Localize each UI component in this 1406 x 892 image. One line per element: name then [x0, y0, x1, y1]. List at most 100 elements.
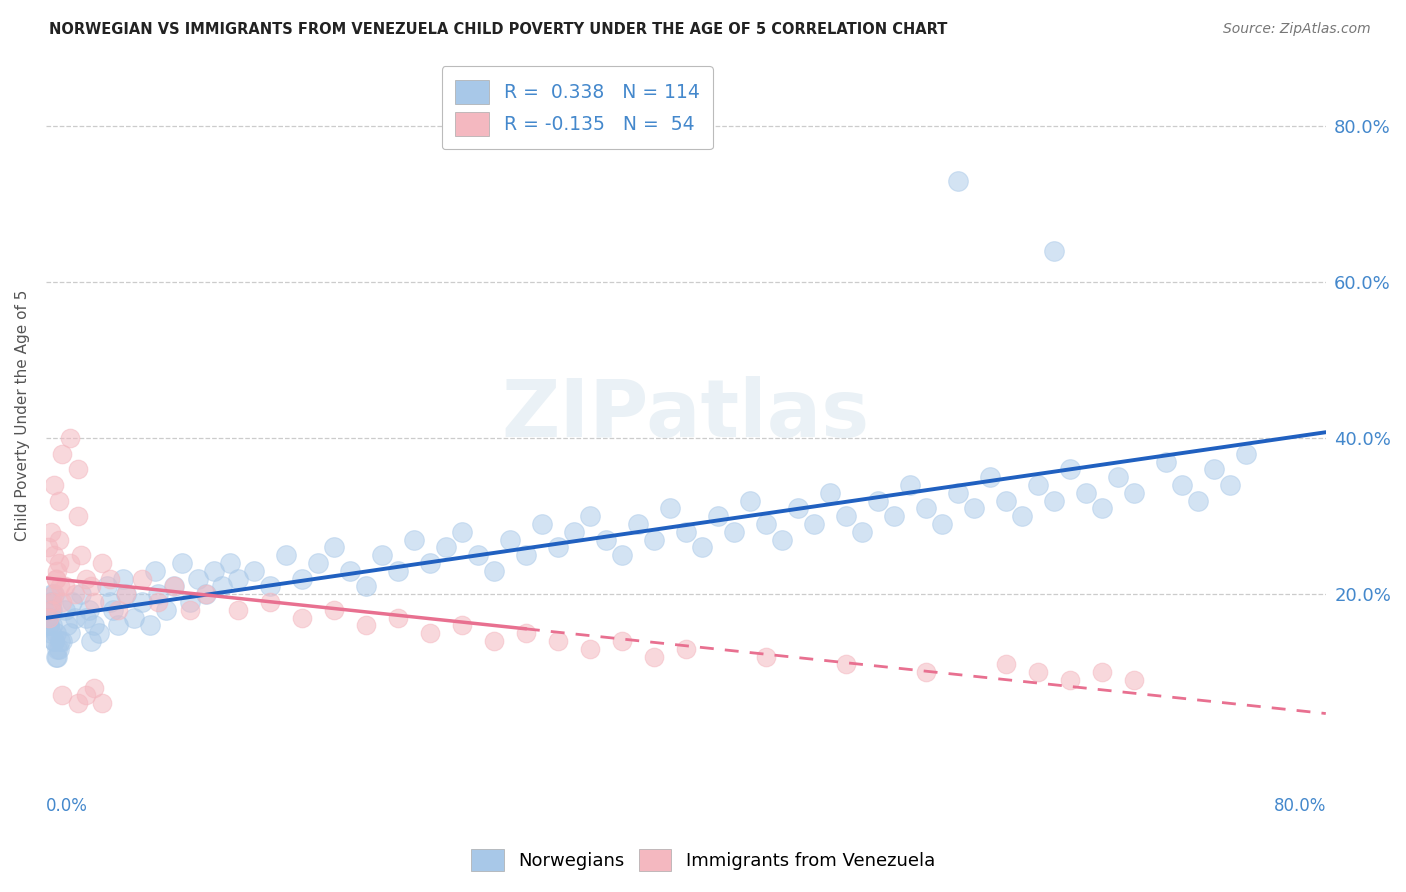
Point: [1107, 470, 1129, 484]
Point: [434, 541, 457, 555]
Point: [835, 657, 858, 672]
Point: [59, 626, 82, 640]
Point: [451, 524, 474, 539]
Point: [75, 610, 97, 624]
Point: [1043, 493, 1066, 508]
Point: [83, 595, 105, 609]
Point: [45, 572, 67, 586]
Point: [66, 696, 89, 710]
Point: [107, 618, 129, 632]
Point: [80, 634, 103, 648]
Point: [170, 556, 193, 570]
Legend: R =  0.338   N = 114, R = -0.135   N =  54: R = 0.338 N = 114, R = -0.135 N = 54: [441, 66, 713, 149]
Point: [1219, 478, 1241, 492]
Point: [122, 610, 145, 624]
Point: [42, 634, 65, 648]
Point: [139, 618, 162, 632]
Point: [77, 603, 100, 617]
Point: [155, 603, 177, 617]
Point: [963, 501, 986, 516]
Point: [42, 634, 65, 648]
Point: [818, 485, 841, 500]
Point: [579, 641, 602, 656]
Point: [63, 587, 86, 601]
Point: [610, 548, 633, 562]
Point: [579, 509, 602, 524]
Point: [45, 649, 67, 664]
Point: [467, 548, 489, 562]
Point: [38, 618, 60, 632]
Point: [202, 564, 225, 578]
Point: [42, 587, 65, 601]
Point: [42, 478, 65, 492]
Point: [115, 587, 138, 601]
Point: [1122, 673, 1144, 687]
Point: [179, 603, 201, 617]
Point: [194, 587, 217, 601]
Point: [143, 564, 166, 578]
Legend: Norwegians, Immigrants from Venezuela: Norwegians, Immigrants from Venezuela: [464, 842, 942, 879]
Text: ZIPatlas: ZIPatlas: [502, 376, 870, 454]
Point: [46, 649, 69, 664]
Point: [194, 587, 217, 601]
Point: [243, 564, 266, 578]
Point: [1171, 478, 1194, 492]
Point: [1091, 665, 1114, 679]
Point: [323, 541, 346, 555]
Text: Source: ZipAtlas.com: Source: ZipAtlas.com: [1223, 22, 1371, 37]
Point: [60, 595, 83, 609]
Point: [770, 533, 793, 547]
Point: [723, 524, 745, 539]
Point: [595, 533, 617, 547]
Point: [1091, 501, 1114, 516]
Point: [91, 556, 114, 570]
Point: [354, 579, 377, 593]
Point: [1202, 462, 1225, 476]
Point: [51, 689, 73, 703]
Point: [530, 516, 553, 531]
Point: [291, 610, 314, 624]
Point: [354, 618, 377, 632]
Point: [46, 641, 69, 656]
Point: [339, 564, 361, 578]
Point: [419, 556, 441, 570]
Point: [87, 626, 110, 640]
Point: [39, 595, 62, 609]
Point: [39, 524, 62, 539]
Point: [274, 548, 297, 562]
Point: [48, 493, 70, 508]
Point: [41, 603, 63, 617]
Point: [41, 587, 63, 601]
Point: [70, 587, 93, 601]
Point: [707, 509, 730, 524]
Point: [55, 618, 77, 632]
Point: [49, 634, 72, 648]
Point: [49, 579, 72, 593]
Point: [690, 541, 713, 555]
Point: [37, 610, 59, 624]
Point: [39, 603, 62, 617]
Point: [451, 618, 474, 632]
Point: [83, 618, 105, 632]
Point: [259, 579, 281, 593]
Point: [91, 696, 114, 710]
Point: [107, 603, 129, 617]
Point: [1187, 493, 1209, 508]
Point: [547, 634, 569, 648]
Point: [627, 516, 650, 531]
Point: [48, 556, 70, 570]
Point: [643, 533, 665, 547]
Point: [482, 634, 505, 648]
Point: [111, 572, 134, 586]
Point: [226, 603, 249, 617]
Point: [51, 447, 73, 461]
Text: NORWEGIAN VS IMMIGRANTS FROM VENEZUELA CHILD POVERTY UNDER THE AGE OF 5 CORRELAT: NORWEGIAN VS IMMIGRANTS FROM VENEZUELA C…: [49, 22, 948, 37]
Point: [979, 470, 1001, 484]
Point: [163, 579, 186, 593]
Point: [387, 610, 409, 624]
Point: [675, 641, 697, 656]
Point: [51, 634, 73, 648]
Point: [115, 587, 138, 601]
Point: [419, 626, 441, 640]
Point: [482, 564, 505, 578]
